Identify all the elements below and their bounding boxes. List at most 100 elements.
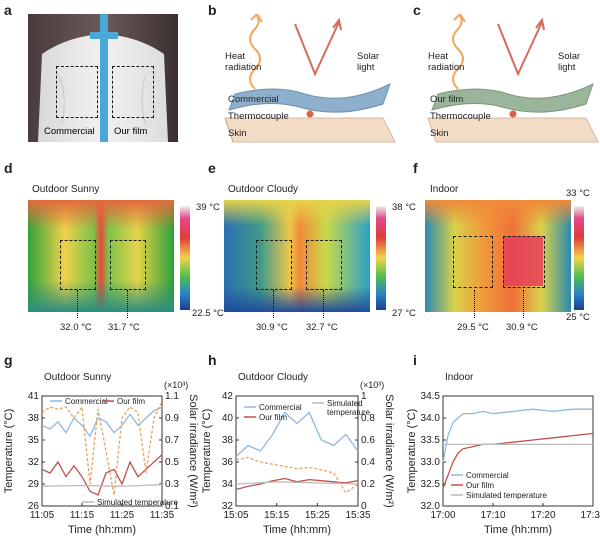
y-tick-label: 34: [222, 479, 234, 490]
colorbar-cloudy: [376, 206, 386, 310]
y2-tick-label: 0.9: [165, 413, 179, 424]
thermal-image-sunny: [28, 200, 174, 312]
our-film-region: [306, 240, 342, 290]
y-axis-label: Temperature (°C): [406, 409, 418, 493]
panel-d-title: Outdoor Sunny: [32, 184, 100, 195]
x-tick-label: 15:05: [223, 510, 248, 521]
y2-tick-label: 0.7: [165, 435, 179, 446]
colorbar-sunny-min: 22.5 °C: [192, 308, 224, 319]
schematic-our-film: [427, 14, 599, 143]
solar-light-label-b: Solar light: [357, 51, 380, 73]
legend-label: Simulated: [327, 399, 363, 408]
legend-label: Our film: [117, 397, 145, 406]
film-label-c: Our film: [430, 94, 464, 105]
scale-note: (×10³): [360, 380, 384, 390]
x-tick-label: 11:25: [110, 510, 135, 521]
series-line-solar-irradiance: [41, 401, 163, 496]
y2-tick-label: 0.6: [361, 435, 375, 446]
panel-h-label: h: [208, 352, 217, 368]
y2-tick-label: 1: [361, 391, 367, 402]
legend-label: Commercial: [65, 397, 108, 406]
our-film-layer: [431, 83, 594, 113]
legend-label: Commercial: [259, 403, 302, 412]
y-tick-label: 36: [222, 457, 234, 468]
temp-right-sunny: 31.7 °C: [108, 322, 140, 333]
film-label-b: Commercial: [228, 94, 279, 105]
commercial-region: [256, 240, 292, 290]
series-line-solar-irradiance: [235, 456, 359, 494]
y-tick-label: 38: [28, 413, 40, 424]
commercial-region: [453, 236, 493, 288]
y2-tick-label: 0.4: [361, 457, 375, 468]
y-tick-label: 33.5: [421, 435, 441, 446]
heat-radiation-label-b: Heat radiation: [225, 51, 262, 73]
thermocouple-dot: [509, 110, 517, 118]
legend-label: Simulated temperature: [97, 498, 178, 507]
series-line-simulated-temperature: [41, 484, 163, 487]
series-line-commercial: [442, 408, 593, 463]
temp-right-indoor: 30.9 °C: [506, 322, 538, 333]
heat-radiation-arrow: [452, 15, 464, 90]
x-tick-label: 15:15: [264, 510, 289, 521]
panel-i-label: i: [413, 352, 417, 368]
y-tick-label: 42: [222, 391, 234, 402]
legend-label: Simulated temperature: [466, 491, 547, 500]
temp-left-indoor: 29.5 °C: [457, 322, 489, 333]
panel-a-label: a: [4, 2, 12, 18]
colorbar-sunny-max: 39 °C: [196, 202, 220, 213]
y2-tick-label: 0.8: [361, 413, 375, 424]
solar-light-arrow: [497, 21, 543, 77]
thermal-image-cloudy: [224, 200, 370, 312]
x-axis-label: Time (hh:mm): [263, 524, 331, 536]
chart-title: Outdoor Cloudy: [238, 372, 308, 383]
y-axis-label: Temperature (°C): [3, 409, 15, 493]
skin-label-b: Skin: [228, 128, 247, 139]
y2-tick-label: 0.1: [165, 501, 179, 512]
thermocouple-dot: [306, 110, 314, 118]
colorbar-sunny: [180, 206, 190, 310]
garment-photo-art: [28, 14, 178, 142]
y-tick-label: 34.5: [421, 391, 441, 402]
x-tick-label: 15:35: [345, 510, 370, 521]
chart-outdoor-cloudy: Outdoor Cloudy 32 34 36 38 40 42 0 0.2 0.4 0.6 0.8 1…: [201, 372, 395, 536]
legend-label: Commercial: [466, 471, 509, 480]
y2-tick-label: 0: [361, 501, 367, 512]
y-tick-label: 32: [222, 501, 234, 512]
colorbar-indoor-min: 25 °C: [566, 312, 590, 323]
chart-outdoor-sunny: Outdoor Sunny 26 29 32 35 38 41 0.1 0.3 0.5 0.7 0.9…: [3, 372, 199, 536]
panel-e-title: Outdoor Cloudy: [228, 184, 299, 195]
colorbar-indoor: [574, 206, 584, 310]
series-line-commercial: [41, 406, 163, 438]
solar-light-label-c: Solar light: [558, 51, 581, 73]
thermocouple-label-b: Thermocouple: [228, 111, 289, 122]
panel-b-label: b: [208, 2, 217, 18]
y-tick-label: 32.0: [421, 501, 441, 512]
commercial-film-layer: [228, 83, 391, 113]
x-tick-label: 11:05: [30, 510, 55, 521]
commercial-caption: Commercial: [44, 126, 95, 137]
y2-tick-label: 0.2: [361, 479, 375, 490]
y-tick-label: 32.5: [421, 479, 441, 490]
series-line-commercial: [235, 411, 359, 457]
x-tick-label: 11:35: [150, 510, 175, 521]
x-tick-label: 17:00: [430, 510, 455, 521]
y-tick-label: 41: [28, 391, 40, 402]
legend-label: temperature: [327, 408, 371, 417]
legend-label: Our film: [259, 413, 287, 422]
our-film-region: [112, 66, 154, 118]
heat-radiation-arrow: [249, 15, 261, 90]
scale-note: (×10³): [164, 380, 188, 390]
panel-c-label: c: [413, 2, 421, 18]
x-tick-label: 17:20: [530, 510, 555, 521]
series-line-simulated-temperature: [235, 481, 359, 485]
y-axis-label: Temperature (°C): [201, 409, 213, 493]
colorbar-indoor-max: 33 °C: [566, 188, 590, 199]
chart-title: Indoor: [445, 372, 474, 383]
y-tick-label: 32: [28, 457, 40, 468]
y-tick-label: 33.0: [421, 457, 441, 468]
y-tick-label: 40: [222, 413, 234, 424]
thermocouple-label-c: Thermocouple: [430, 111, 491, 122]
x-tick-label: 11:15: [70, 510, 95, 521]
our-film-caption: Our film: [114, 126, 148, 137]
commercial-region: [60, 240, 96, 290]
